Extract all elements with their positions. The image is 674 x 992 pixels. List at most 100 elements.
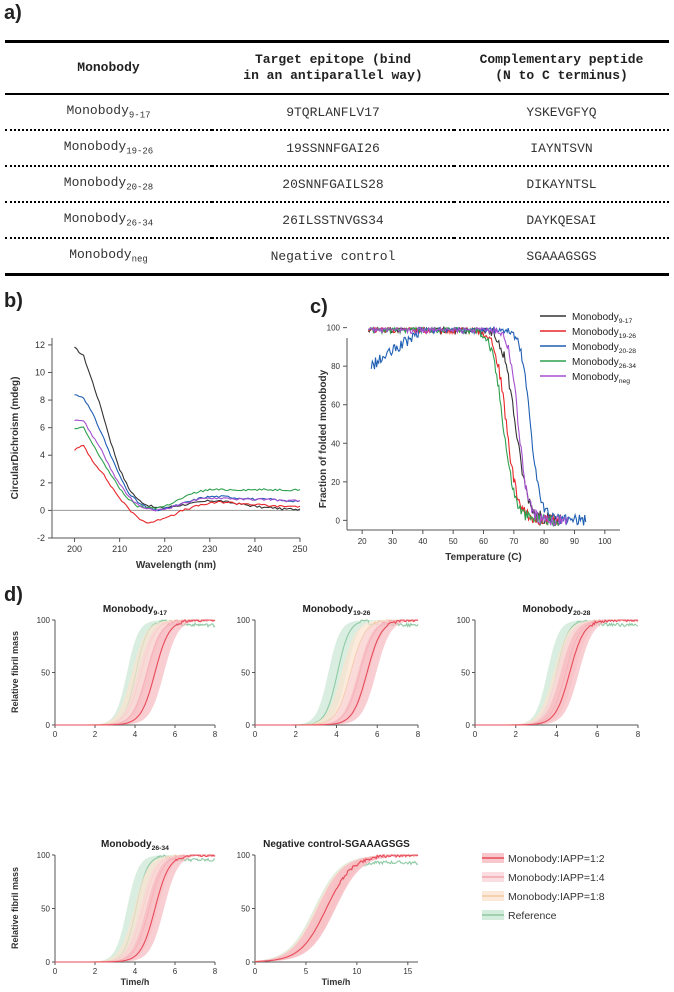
d-band-area [255,855,418,962]
b-x-tick-label: 200 [67,544,82,554]
cell-peptide: DIKAYNTSL [454,166,669,203]
d-subplot-title-main: Monobody [101,839,152,850]
d-series-line [255,619,418,726]
c-x-tick-label: 60 [479,537,488,546]
c-legend-label-main: Monobody [572,327,619,338]
d-series-line [55,853,216,963]
d-x-tick-label: 2 [294,730,299,739]
d-x-tick-label: 8 [416,730,421,739]
table-header-row: Monobody Target epitope (bind in an anti… [5,40,669,95]
d-series-line [55,854,216,963]
d-legend-band [482,910,504,920]
b-y-axis-label: CircularDichroism (mdeg) [10,377,21,500]
c-x-tick-label: 50 [449,537,458,546]
cell-epitope: 9TQRLANFLV17 [212,94,454,131]
c-legend-label-sub: 9-17 [619,318,633,325]
d-x-tick-label: 0 [253,967,258,976]
c-y-tick-label: 40 [331,439,340,448]
d-subplot-title: Monobody19-26 [303,604,371,617]
c-y-tick-label: 100 [327,324,341,333]
d-y-tick-label: 0 [466,721,471,730]
c-x-tick-label: 30 [388,537,397,546]
c-y-tick-label: 80 [331,362,340,371]
d-subplot-title-main: Negative control-SGAAAGSGS [263,839,410,850]
cell-monobody: Monobodyneg [5,238,212,276]
d-y-tick-label: 50 [41,905,50,914]
epitope-table: Monobody Target epitope (bind in an anti… [5,40,669,276]
d-legend-label: Monobody:IAPP=1:8 [508,891,605,903]
c-legend-label: Monobodyneg [572,372,630,385]
c-series-line [367,326,560,528]
header-target-epitope: Target epitope (bind in an antiparallel … [212,40,454,95]
d-subplot-title-sub: 20-28 [573,610,591,617]
cell-peptide: YSKEVGFYQ [454,94,669,131]
d-band-area [255,855,418,962]
d-series-line [475,619,639,726]
d-subplot-title: Monobody9-17 [103,604,167,617]
monobody-subscript: neg [131,254,148,265]
cell-epitope: 20SNNFGAILS28 [212,166,454,203]
d-series-line [55,618,215,726]
b-y-tick-label: -2 [37,533,45,543]
d-x-tick-label: 0 [53,967,58,976]
d-y-axis-label: Relative fibril mass [10,867,20,949]
table-row: Monobodyneg Negative control SGAAAGSGS [5,238,669,276]
d-subplot-title-main: Monobody [523,604,574,615]
d-x-tick-label: 4 [334,730,339,739]
d-x-tick-label: 6 [173,730,178,739]
c-legend-label-sub: 20-28 [619,348,637,355]
c-x-tick-label: 40 [418,537,427,546]
d-legend-band [482,891,504,901]
d-band-area [55,855,215,962]
b-y-tick-label: 6 [40,423,45,433]
d-subplot-title: Monobody26-34 [101,839,169,852]
c-x-tick-label: 90 [570,537,579,546]
c-legend-label: Monobody19-26 [572,327,636,340]
d-legend-label: Monobody:IAPP=1:4 [508,872,605,884]
c-series-line [367,325,569,527]
d-series-line [475,619,639,726]
d-legend-band [482,872,504,882]
c-x-axis-label: Temperature (C) [445,552,522,563]
d-subplot-title-main: Monobody [303,604,354,615]
d-series-line [254,854,419,963]
d-y-tick-label: 100 [237,616,251,625]
d-band-area [475,620,638,725]
d-y-tick-label: 50 [241,905,250,914]
d-x-tick-label: 0 [53,730,58,739]
d-x-tick-label: 2 [93,730,98,739]
d-x-tick-label: 4 [554,730,559,739]
d-x-tick-label: 6 [173,967,178,976]
b-series-line [74,444,301,524]
d-x-tick-label: 8 [213,967,218,976]
d-band-area [55,855,215,962]
panel-label-c: c) [310,296,328,318]
d-series-line [475,619,639,726]
c-y-axis-label: Fraction of folded monobody [318,369,329,508]
b-series-line [74,419,301,512]
header-monobody: Monobody [5,40,212,95]
d-band-area [55,855,215,962]
d-subplot-title-sub: 19-26 [353,610,371,617]
b-series-line [74,426,301,510]
cell-peptide: IAYNTSVN [454,130,669,167]
d-subplot-title-sub: 9-17 [153,610,167,617]
monobody-name: Monobody [63,139,127,155]
d-y-tick-label: 100 [37,616,51,625]
d-x-tick-label: 15 [403,967,412,976]
d-band-area [55,620,215,725]
cell-monobody: Monobody9-17 [5,94,212,131]
d-y-tick-label: 0 [246,721,251,730]
cell-peptide: DAYKQESAI [454,202,669,239]
monobody-subscript: 20-28 [126,182,154,193]
d-band-area [255,855,418,962]
b-y-tick-label: 8 [40,395,45,405]
b-y-tick-label: 0 [40,505,45,515]
monobody-subscript: 19-26 [126,146,154,157]
d-series-line [255,859,419,962]
d-x-axis-label: Time/h [322,977,351,987]
d-series-line [55,619,216,726]
d-band-area [55,620,215,725]
d-band-area [255,620,418,725]
c-legend-label-main: Monobody [572,312,619,323]
